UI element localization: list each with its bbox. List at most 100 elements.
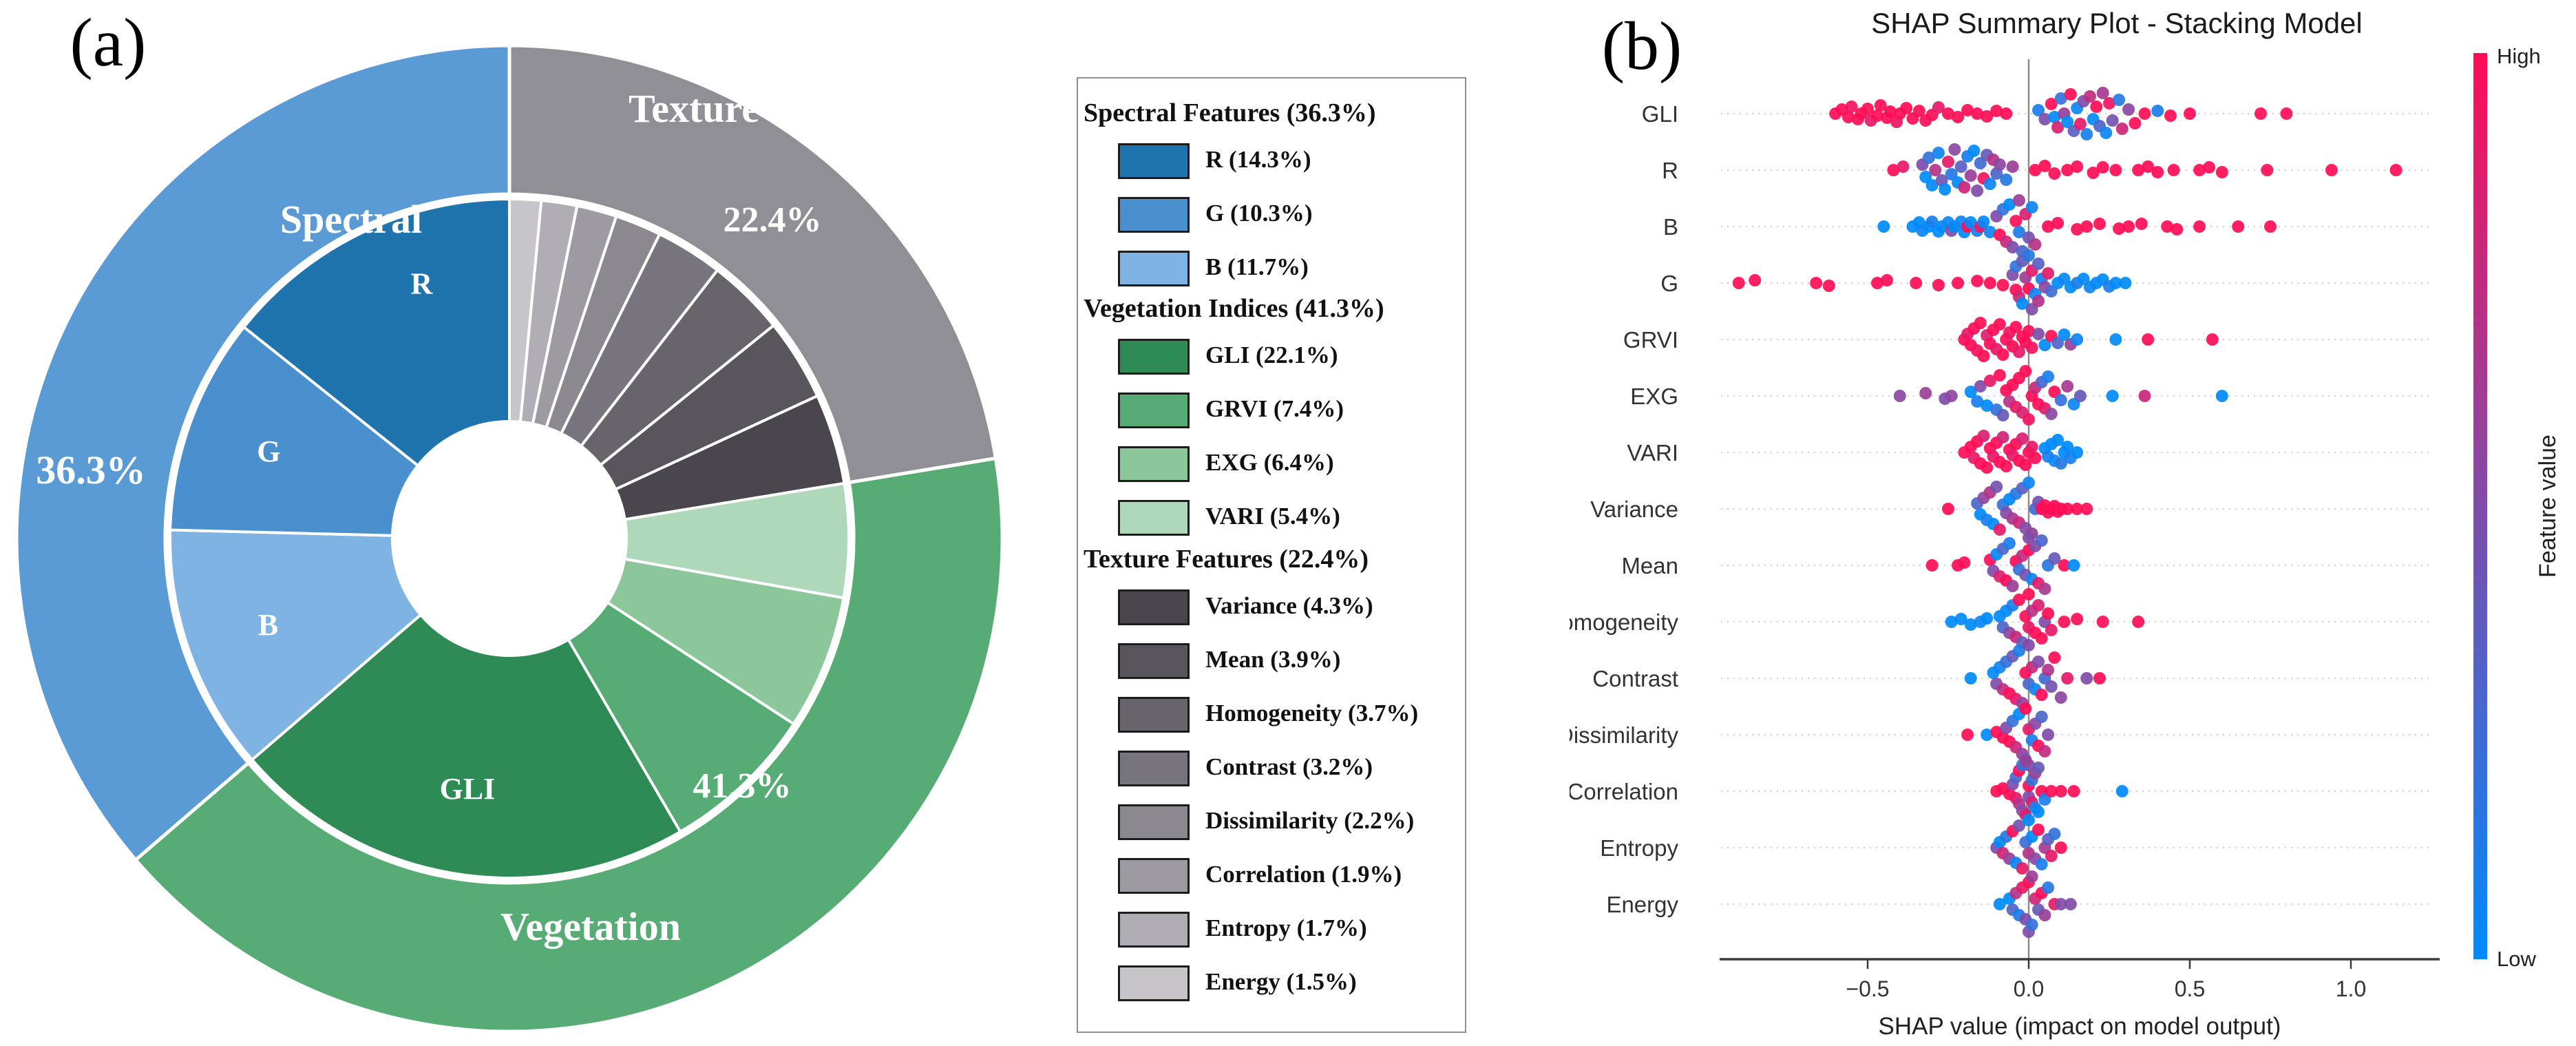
shap-point xyxy=(1981,729,1994,741)
shap-point xyxy=(1841,111,1855,123)
legend-item: Homogeneity (3.7%) xyxy=(1078,697,1465,735)
shap-point xyxy=(2012,645,2025,657)
legend-item-label: Dissimilarity (2.2%) xyxy=(1205,807,1415,834)
shap-point xyxy=(2032,806,2045,818)
shap-point xyxy=(2042,729,2055,741)
legend-swatch xyxy=(1118,912,1190,948)
shap-point xyxy=(2012,819,2025,832)
shap-point xyxy=(1874,99,1887,112)
legend-item: Correlation (1.9%) xyxy=(1078,858,1465,897)
shap-point xyxy=(2142,333,2155,346)
shap-point xyxy=(2019,459,2032,471)
shap-point xyxy=(1945,390,1958,402)
shap-point xyxy=(1996,348,2009,361)
panel-a-label: (a) xyxy=(70,4,147,81)
shap-point xyxy=(2073,390,2087,402)
shap-summary-plot: (b) SHAP Summary Plot - Stacking Model G… xyxy=(1570,7,2561,1040)
shap-point xyxy=(2054,691,2067,704)
shap-point xyxy=(1912,105,1925,117)
shap-point xyxy=(2045,408,2058,420)
shap-point xyxy=(2038,583,2051,595)
shap-point xyxy=(2071,446,2084,459)
shap-point xyxy=(2215,166,2228,178)
shap-point xyxy=(1871,277,1884,289)
feature-label-entropy: Entropy xyxy=(1600,835,1678,861)
outer-slice-spectral xyxy=(14,43,511,863)
sunburst-chart: (a) Spectral 36.3% Texture 22.4% Vegetat… xyxy=(14,4,1004,1034)
shap-point xyxy=(2193,220,2206,233)
shap-point xyxy=(2048,167,2061,180)
shap-point xyxy=(2012,594,2025,606)
shap-point xyxy=(2009,321,2023,333)
shap-point xyxy=(1996,431,2009,443)
shap-point xyxy=(2193,164,2206,176)
shap-point xyxy=(2051,434,2065,446)
shap-point xyxy=(2023,325,2035,337)
shap-point xyxy=(2058,559,2071,572)
shap-point xyxy=(1971,185,1984,197)
shap-point xyxy=(2025,441,2038,453)
x-tick-label: 1.0 xyxy=(2336,976,2366,1001)
shap-point xyxy=(1981,110,1994,123)
shap-point xyxy=(2061,672,2074,684)
shap-point xyxy=(2000,460,2013,472)
colorbar-high-label: High xyxy=(2497,44,2541,68)
shap-point xyxy=(2106,114,2119,127)
legend-swatch xyxy=(1118,697,1190,733)
legend-item: Mean (3.9%) xyxy=(1078,643,1465,682)
shap-point xyxy=(2071,160,2084,173)
legend-item-label: Variance (4.3%) xyxy=(1205,592,1373,619)
feature-label-homogeneity: Homogeneity xyxy=(1570,609,1678,635)
shap-point xyxy=(2071,333,2084,346)
shap-point xyxy=(2064,88,2077,101)
x-tick-label: −0.5 xyxy=(1846,976,1889,1001)
legend-item-label: Homogeneity (3.7%) xyxy=(1205,700,1419,726)
shap-point xyxy=(2161,220,2174,233)
shap-point xyxy=(2071,503,2084,515)
vegetation-pct-label: 41.3% xyxy=(693,766,792,806)
shap-point xyxy=(2016,297,2029,310)
legend-swatch xyxy=(1118,804,1190,840)
shap-point xyxy=(2264,220,2277,233)
legend-item-label: G (10.3%) xyxy=(1205,200,1313,227)
shap-point xyxy=(2113,222,2126,235)
outer-slice-vegetation xyxy=(133,456,1004,1034)
texture-pct-label: 22.4% xyxy=(724,200,822,240)
shap-point xyxy=(2045,680,2058,693)
shap-point xyxy=(2113,94,2126,106)
shap-point xyxy=(2093,672,2106,684)
shap-point xyxy=(1861,103,1874,115)
shap-point xyxy=(2135,218,2148,230)
shap-point xyxy=(2042,370,2055,383)
shap-point xyxy=(2054,457,2067,470)
shap-point xyxy=(1993,898,2006,910)
shap-point xyxy=(2389,164,2403,176)
shap-point xyxy=(2206,333,2219,346)
inner-slice-b xyxy=(169,528,423,762)
shap-xlabel: SHAP value (impact on model output) xyxy=(1879,1013,2281,1040)
shap-point xyxy=(1981,612,1994,625)
shap-point xyxy=(1939,183,1952,196)
shap-point xyxy=(1993,369,2006,381)
legend-item: R (14.3%) xyxy=(1078,143,1465,182)
shap-gridlines xyxy=(1721,113,2432,905)
shap-point xyxy=(1925,216,1939,228)
shap-point xyxy=(2016,862,2029,875)
shap-point xyxy=(2003,198,2016,211)
shap-point xyxy=(2042,664,2055,676)
legend-item: Dissimilarity (2.2%) xyxy=(1078,804,1465,843)
shap-points xyxy=(1732,87,2403,938)
spectral-ring-label: Spectral xyxy=(280,197,422,242)
shap-point xyxy=(2032,656,2045,668)
shap-point xyxy=(1974,380,1987,393)
shap-point xyxy=(2032,295,2045,307)
shap-point xyxy=(1900,102,1913,114)
legend-swatch xyxy=(1118,339,1190,375)
shap-point xyxy=(2132,616,2145,628)
shap-point xyxy=(2045,785,2058,797)
legend-section-title: Texture Features (22.4%) xyxy=(1084,545,1369,574)
shap-point xyxy=(2119,277,2132,289)
shap-point xyxy=(2215,390,2228,402)
shap-point xyxy=(2073,118,2087,130)
shap-point xyxy=(1952,111,1965,123)
